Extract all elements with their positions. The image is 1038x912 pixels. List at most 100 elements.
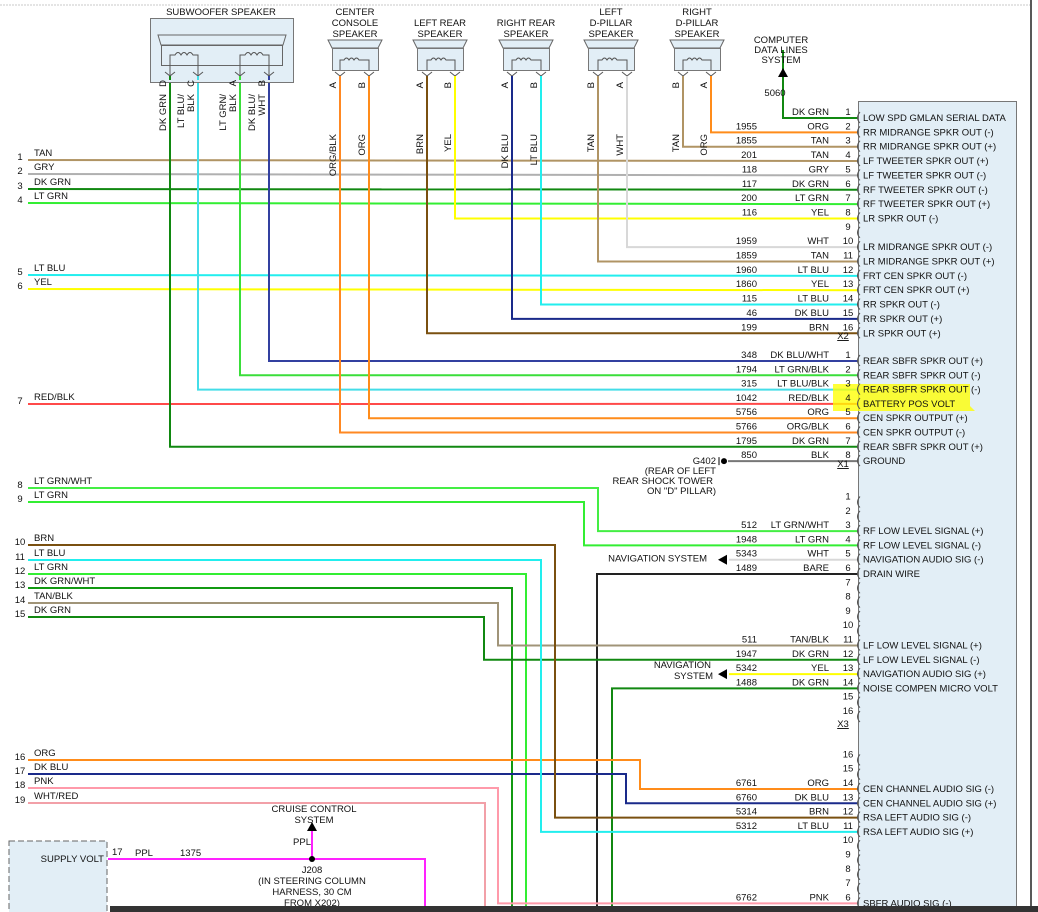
circuit-number: 5060: [764, 88, 785, 99]
pin-bracket: [857, 596, 861, 608]
pin-function: LF TWEETER SPKR OUT (-): [863, 170, 986, 181]
circuit-number: 1860: [736, 279, 757, 290]
wire-left-12: [28, 573, 527, 912]
cruise-control-label: SYSTEM: [294, 815, 333, 826]
navigation-label: NAVIGATION: [654, 660, 711, 671]
pin-number: 10: [843, 236, 854, 247]
circuit-number: 1855: [736, 136, 757, 147]
pin-function: RR MIDRANGE SPKR OUT (+): [863, 142, 996, 153]
pin-bracket: [857, 326, 861, 339]
terminal-letter: A: [699, 81, 710, 88]
pin-function: RR MIDRANGE SPKR OUT (-): [863, 127, 994, 138]
pin-function: LF TWEETER SPKR OUT (+): [863, 156, 989, 167]
pin-number: 11: [843, 635, 853, 646]
pin-row: 15 46 DK BLU RR SPKR OUT (+): [746, 308, 942, 325]
pin-row: 5 118 GRY LF TWEETER SPKR OUT (-): [742, 164, 986, 181]
pin-row: 4 1042 RED/BLK BATTERY POS VOLT: [736, 393, 956, 410]
pin-bracket: [857, 854, 861, 866]
pin-function: RR SPKR OUT (+): [863, 314, 942, 325]
ground-location: REAR SHOCK TOWER: [613, 476, 714, 487]
terminal-wire-color: WHT: [615, 134, 626, 156]
wire-color: DK GRN: [792, 107, 829, 118]
terminal-icon: [677, 71, 689, 77]
pin-bracket: [857, 782, 861, 795]
left-wire-color: LT GRN: [34, 562, 68, 573]
pin-bracket: [857, 882, 861, 895]
pin-number: 8: [845, 864, 850, 875]
pin-number: 13: [843, 279, 854, 290]
terminal-wire-color: WHT: [257, 94, 268, 116]
pin-bracket: [857, 553, 861, 566]
wire-color: YEL: [811, 663, 829, 674]
pin-function: LR MIDRANGE SPKR OUT (-): [863, 242, 992, 253]
terminal-letter: A: [328, 81, 339, 88]
pin-function: RSA LEFT AUDIO SIG (+): [863, 827, 973, 838]
terminal-icon: [621, 71, 633, 77]
terminal-letter: B: [443, 82, 454, 88]
nav-arrow-icon: [718, 554, 727, 565]
pin-function: LR MIDRANGE SPKR OUT (+): [863, 257, 995, 268]
circuit-number: 46: [746, 308, 757, 319]
wire-x1-1: [268, 76, 858, 362]
circuit-number: 1955: [736, 121, 757, 132]
wire-x3-6: [596, 573, 858, 912]
pin-number: 10: [843, 835, 854, 846]
splice-label: FROM X202): [284, 898, 340, 909]
terminal-wire-color: LT BLU: [529, 134, 540, 165]
pin-function: CEN CHANNEL AUDIO SIG (+): [863, 798, 996, 809]
left-wire-color: LT BLU: [34, 548, 65, 559]
pin-bracket: [857, 639, 861, 651]
wire-x2-13: [27, 288, 859, 292]
wire-color: DK BLU: [795, 308, 829, 319]
pin-number: 5: [845, 407, 850, 418]
terminal-icon: [506, 71, 518, 77]
pin-number: 12: [843, 649, 854, 660]
pin-number: 16: [843, 322, 854, 333]
wire-color: WHT: [807, 236, 829, 247]
pin-row: 12 5314 BRN RSA LEFT AUDIO SIG (-): [736, 807, 971, 824]
wire-x2-15: [511, 76, 858, 320]
terminal-letter: A: [228, 79, 239, 86]
pin-number: 2: [845, 364, 850, 375]
left-wire-color: DK GRN/WHT: [34, 576, 95, 587]
speaker-name: D-PILLAR: [676, 18, 719, 29]
wire-color: LT GRN: [795, 193, 829, 204]
terminal-wire-color: DK GRN: [158, 94, 169, 131]
pin-bracket: [857, 426, 861, 438]
terminal-wire-color: ORG: [357, 134, 368, 156]
terminal-icon: [421, 71, 433, 77]
pin-row: 2 1794 LT GRN/BLK REAR SBFR SPKR OUT (-): [736, 364, 981, 381]
pin-row: 5 5343 WHT NAVIGATION AUDIO SIG (-): [736, 549, 984, 566]
left-pin-number: 17: [15, 766, 26, 777]
circuit-number: 117: [742, 179, 757, 190]
wire-x2-12: [27, 274, 859, 277]
pin-row: 8 116 YEL LR SPKR OUT (-): [742, 207, 938, 224]
wire-x1-6: [339, 76, 858, 434]
terminal-wire-color: ORG: [699, 134, 710, 156]
terminal-wire-color: TAN: [586, 134, 597, 152]
wire-x2-11: [597, 76, 858, 263]
pin-function: REAR SBFR SPKR OUT (-): [863, 370, 981, 381]
terminal-letter: B: [257, 80, 268, 86]
speaker-name: SPEAKER: [504, 29, 549, 40]
pin-function: RF LOW LEVEL SIGNAL (+): [863, 526, 983, 537]
circuit-number: 1959: [736, 236, 757, 247]
circuit-number: 1488: [736, 677, 757, 688]
splice-dot: [309, 856, 315, 862]
pin-row: 15: [843, 764, 861, 781]
wire-color: YEL: [811, 207, 829, 218]
left-wire-color: RED/BLK: [34, 392, 75, 403]
pin-number: 7: [845, 193, 850, 204]
terminal-letter: D: [158, 80, 169, 87]
circuit-number: 115: [742, 294, 757, 305]
pin-function: RF TWEETER SPKR OUT (+): [863, 199, 990, 210]
circuit-number: 5314: [736, 807, 757, 818]
terminal-wire-color: LT BLU/: [176, 94, 187, 128]
circuit-number: 1960: [736, 265, 757, 276]
left-pin-number: 14: [15, 595, 26, 606]
pin-bracket: [857, 183, 861, 196]
circuit-number: 6762: [736, 892, 757, 903]
wire-color: PNK: [809, 892, 829, 903]
left-wire-color: DK GRN: [34, 605, 71, 616]
